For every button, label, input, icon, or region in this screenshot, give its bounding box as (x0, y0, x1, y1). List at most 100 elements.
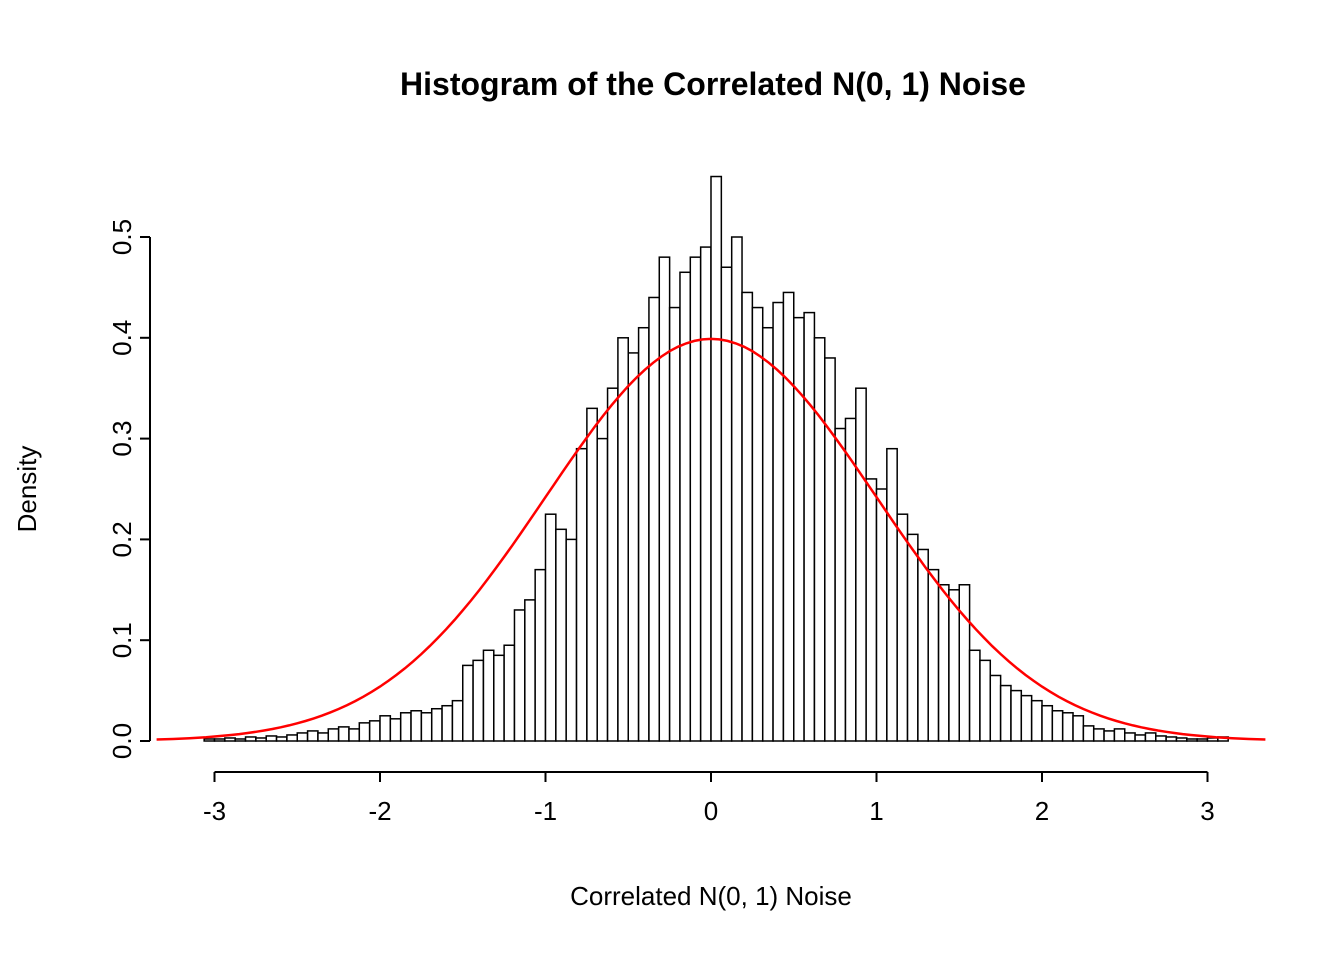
x-axis: -3 -2 -1 0 1 2 3 (203, 771, 1215, 826)
histogram-bar (1020, 694, 1033, 742)
histogram-bar (782, 291, 795, 742)
histogram-bar (244, 736, 257, 742)
histogram-bar (751, 306, 764, 742)
histogram-bar (555, 528, 567, 742)
histogram-bar (999, 684, 1012, 742)
histogram-bar (1175, 737, 1188, 742)
histogram-bar (203, 738, 216, 742)
histogram-bar (1134, 734, 1147, 742)
histogram-bar (937, 584, 950, 742)
histogram-bar (544, 513, 557, 742)
histogram-bars (203, 175, 1229, 742)
y-tick-label: 0.3 (107, 421, 137, 457)
x-tick-label: -1 (534, 796, 557, 826)
histogram-bar (265, 735, 278, 742)
histogram-bar (1155, 735, 1167, 742)
histogram-bar (658, 256, 671, 742)
histogram-bar (358, 722, 371, 742)
histogram-bar (1061, 712, 1074, 742)
x-tick-label: -3 (203, 796, 226, 826)
x-tick-label: -2 (368, 796, 391, 826)
x-tick-label: 0 (704, 796, 718, 826)
histogram-bar (503, 644, 516, 742)
histogram-bar (958, 584, 971, 742)
y-axis-label: Density (12, 446, 42, 533)
histogram-bar (1082, 725, 1095, 742)
histogram-bar (586, 407, 598, 742)
x-tick-label: 3 (1200, 796, 1214, 826)
histogram-bar (420, 712, 433, 742)
histogram-bar (275, 736, 288, 742)
histogram-bar (493, 654, 505, 742)
histogram-bar (824, 357, 836, 742)
histogram-bar (730, 236, 743, 742)
y-tick-label: 0.0 (107, 723, 137, 759)
histogram-bar (1072, 715, 1085, 742)
histogram-bar (989, 674, 1002, 742)
y-tick-label: 0.4 (107, 320, 137, 356)
histogram-bar (482, 649, 495, 742)
histogram-bar (886, 447, 898, 742)
x-tick-label: 1 (869, 796, 883, 826)
histogram-bar (1144, 732, 1157, 742)
histogram-bar (368, 720, 381, 742)
histogram-bar (927, 568, 940, 742)
histogram-bar (1124, 732, 1136, 742)
histogram-bar (761, 326, 774, 742)
histogram-bar (968, 649, 981, 742)
histogram-bar (430, 707, 443, 742)
histogram-bar (1196, 738, 1209, 742)
histogram-bar (979, 659, 992, 742)
x-tick-label: 2 (1035, 796, 1049, 826)
histogram-bar (565, 538, 578, 742)
histogram-bar (720, 266, 733, 742)
histogram-bar (896, 513, 909, 742)
histogram-bar (337, 726, 350, 742)
histogram-bar (813, 337, 826, 742)
histogram-bar (534, 568, 547, 742)
histogram-bar (399, 712, 412, 742)
histogram-bar (617, 337, 629, 742)
histogram-bar (793, 316, 805, 742)
histogram-bar (317, 732, 330, 742)
y-tick-label: 0.1 (107, 622, 137, 658)
histogram-bar (327, 728, 340, 742)
histogram-bar (948, 589, 960, 742)
histogram-bar (606, 387, 619, 742)
histogram-bar (1010, 689, 1023, 742)
histogram-bar (865, 478, 878, 742)
histogram-bar (379, 715, 392, 742)
histogram-bar (710, 175, 723, 742)
histogram-bar (844, 417, 857, 742)
histogram-bar (286, 734, 299, 742)
histogram-bar (524, 599, 536, 742)
histogram-bar (1041, 704, 1054, 742)
y-tick-label: 0.5 (107, 219, 137, 255)
histogram-bar (234, 738, 247, 742)
histogram-bar (1103, 730, 1116, 742)
histogram-bar (451, 699, 464, 742)
histogram-bar (596, 437, 609, 742)
histogram-bar (296, 732, 309, 742)
histogram-bar (441, 704, 454, 742)
histogram-bar (213, 738, 226, 742)
histogram-bar (462, 664, 474, 742)
y-axis: 0.0 0.1 0.2 0.3 0.4 0.5 (107, 219, 151, 759)
histogram-bar (348, 728, 361, 742)
histogram-bar (1051, 710, 1064, 742)
histogram-bar (741, 291, 754, 742)
histogram-bar (224, 737, 236, 742)
histogram-bar (1186, 738, 1198, 742)
histogram-bar (637, 326, 650, 742)
histogram-bar (306, 730, 319, 742)
histogram-bar (410, 710, 423, 742)
histogram-bar (855, 387, 867, 742)
histogram-bar (575, 447, 588, 742)
histogram-bar (1165, 736, 1178, 742)
histogram-bar (1113, 728, 1126, 742)
histogram-bar (917, 548, 929, 742)
chart-title: Histogram of the Correlated N(0, 1) Nois… (400, 66, 1026, 102)
histogram-bar (255, 737, 267, 742)
